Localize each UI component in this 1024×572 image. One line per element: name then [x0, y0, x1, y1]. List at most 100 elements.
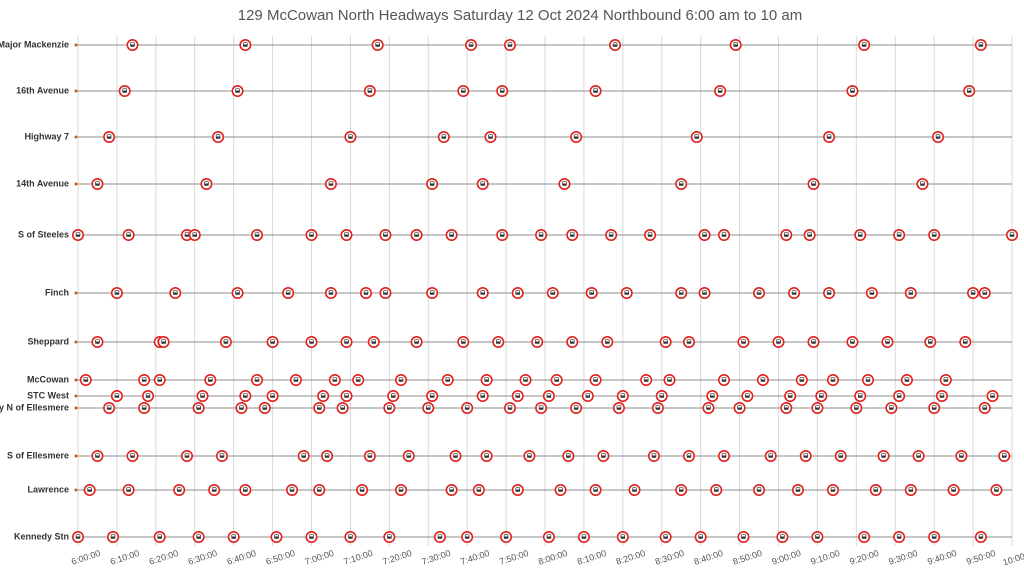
- bus-window: [679, 488, 683, 490]
- bus-marker: [196, 389, 209, 402]
- bus-marker: [503, 401, 516, 414]
- bus-marker: [893, 389, 906, 402]
- bus-marker: [885, 401, 898, 414]
- bus-marker: [457, 335, 470, 348]
- bus-marker: [352, 373, 365, 386]
- bus-window: [465, 535, 469, 537]
- bus-marker: [445, 483, 458, 496]
- bus-marker: [461, 530, 474, 543]
- bus-marker: [682, 335, 695, 348]
- bus-window: [792, 291, 796, 293]
- bus-window: [185, 454, 189, 456]
- bus-marker: [72, 229, 85, 242]
- bus-marker: [235, 401, 248, 414]
- bus-window: [177, 488, 181, 490]
- bus-window: [796, 488, 800, 490]
- bus-window: [971, 291, 975, 293]
- bus-window: [874, 488, 878, 490]
- bus-window: [551, 291, 555, 293]
- bus-window: [95, 454, 100, 456]
- bus-window: [917, 454, 921, 456]
- bus-marker: [974, 38, 987, 51]
- bus-marker: [589, 85, 602, 98]
- station-label: Brimley N of Ellesmere: [0, 402, 69, 412]
- bus-marker: [566, 229, 579, 242]
- bus-marker: [663, 373, 676, 386]
- bus-window: [158, 378, 162, 380]
- bus-window: [481, 182, 485, 184]
- bus-marker: [118, 85, 131, 98]
- bus-window: [811, 340, 816, 342]
- bus-marker: [270, 530, 283, 543]
- bus-marker: [935, 389, 948, 402]
- row-start-dot: [74, 135, 78, 139]
- bus-window: [88, 488, 92, 490]
- bus-window: [430, 291, 434, 293]
- bus-marker: [823, 131, 836, 144]
- bus-window: [574, 135, 578, 137]
- bus-marker: [110, 389, 123, 402]
- bus-marker: [313, 401, 326, 414]
- bus-marker: [511, 286, 524, 299]
- bus-window: [613, 43, 617, 45]
- bus-marker: [180, 449, 193, 462]
- bus-marker: [612, 401, 625, 414]
- bus-marker: [122, 483, 135, 496]
- bus-marker: [877, 449, 890, 462]
- bus-marker: [616, 530, 629, 543]
- bus-marker: [410, 229, 423, 242]
- bus-window: [414, 233, 419, 235]
- bus-window: [469, 43, 473, 45]
- row-start-dot: [74, 340, 78, 344]
- bus-marker: [846, 335, 859, 348]
- bus-window: [854, 406, 858, 408]
- bus-window: [450, 488, 454, 490]
- station-label: Finch: [45, 287, 69, 297]
- bus-marker: [126, 38, 139, 51]
- bus-marker: [756, 373, 769, 386]
- bus-window: [702, 233, 707, 235]
- bus-window: [722, 454, 726, 456]
- bus-marker: [371, 38, 384, 51]
- bus-marker: [675, 483, 688, 496]
- bus-window: [761, 378, 765, 380]
- bus-window: [407, 454, 411, 456]
- bus-marker: [733, 401, 746, 414]
- bus-window: [485, 378, 489, 380]
- bus-window: [780, 535, 784, 537]
- bus-window: [706, 406, 711, 408]
- bus-marker: [251, 229, 264, 242]
- bus-window: [84, 378, 88, 380]
- bus-window: [76, 233, 80, 235]
- bus-marker: [854, 229, 867, 242]
- station-label: STC West: [27, 390, 69, 400]
- row-start-dot: [74, 454, 78, 458]
- bus-marker: [764, 449, 777, 462]
- bus-marker: [959, 335, 972, 348]
- bus-window: [391, 394, 395, 396]
- bus-marker: [437, 131, 450, 144]
- bus-marker: [282, 286, 295, 299]
- bus-marker: [718, 229, 731, 242]
- bus-marker: [496, 85, 509, 98]
- bus-window: [862, 43, 866, 45]
- bus-marker: [324, 178, 337, 191]
- bus-window: [819, 394, 823, 396]
- bus-marker: [387, 389, 400, 402]
- bus-marker: [558, 178, 571, 191]
- bus-marker: [523, 449, 536, 462]
- bus-marker: [359, 286, 372, 299]
- bus-window: [344, 340, 349, 342]
- bus-marker: [383, 401, 396, 414]
- bus-marker: [554, 483, 567, 496]
- bus-window: [897, 394, 901, 396]
- bus-window: [570, 340, 574, 342]
- bus-marker: [546, 286, 559, 299]
- bus-marker: [690, 131, 703, 144]
- bus-window: [990, 394, 995, 396]
- bus-window: [905, 378, 909, 380]
- bus-marker: [395, 483, 408, 496]
- bus-marker: [706, 389, 719, 402]
- bus-marker: [881, 335, 894, 348]
- bus-marker: [503, 38, 516, 51]
